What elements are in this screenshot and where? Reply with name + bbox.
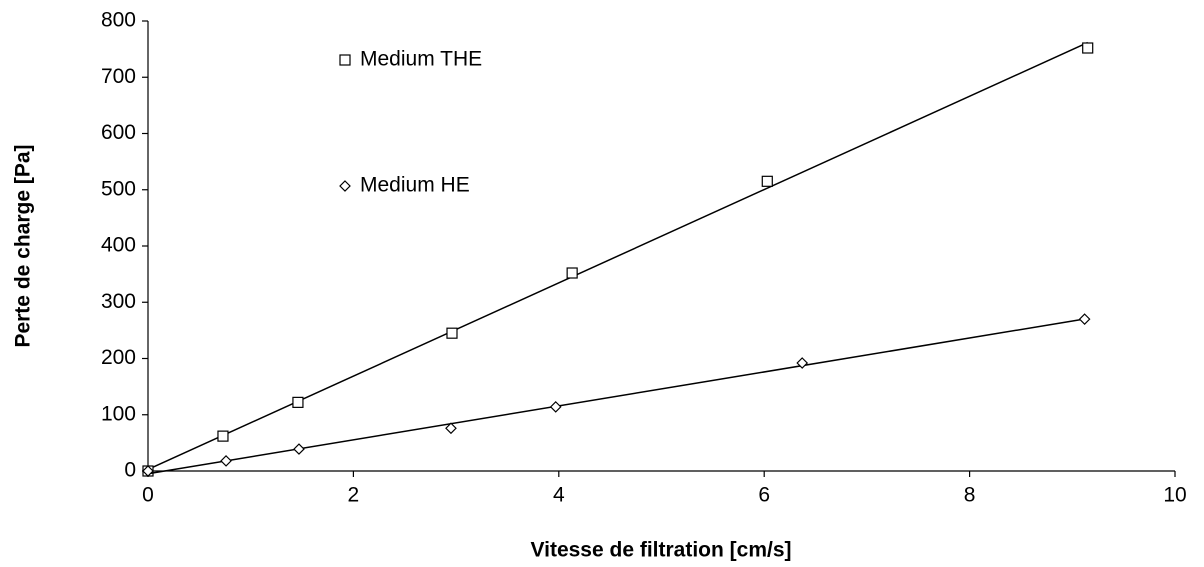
x-tick-label: 2 xyxy=(348,484,360,507)
point xyxy=(292,396,304,408)
point xyxy=(549,401,562,413)
x-axis-title: Vitesse de filtration [cm/s] xyxy=(530,539,791,562)
point xyxy=(1082,42,1094,54)
x-tick-label: 6 xyxy=(758,484,770,507)
y-tick-label: 600 xyxy=(101,121,136,144)
x-tick-label: 10 xyxy=(1163,484,1186,507)
y-axis-title: Perte de charge [Pa] xyxy=(12,144,35,347)
legend-label: Medium HE xyxy=(360,174,470,197)
legend-marker xyxy=(339,180,351,192)
point xyxy=(293,443,305,455)
y-tick-label: 100 xyxy=(101,402,136,425)
point xyxy=(446,327,458,339)
trend-line xyxy=(147,41,1089,471)
y-tick-label: 400 xyxy=(101,234,136,257)
y-tick-label: 300 xyxy=(101,290,136,313)
y-tick-label: 700 xyxy=(101,65,136,88)
point xyxy=(566,267,578,279)
legend-marker xyxy=(339,54,351,66)
y-tick-label: 500 xyxy=(101,177,136,200)
legend-label: Medium THE xyxy=(360,48,482,71)
trend-line xyxy=(147,318,1085,475)
point xyxy=(796,357,809,369)
point xyxy=(217,430,229,442)
x-tick-label: 4 xyxy=(553,484,565,507)
y-tick-label: 0 xyxy=(124,459,136,482)
point xyxy=(220,455,232,467)
point xyxy=(1078,313,1091,325)
x-tick-label: 0 xyxy=(142,484,154,507)
point xyxy=(761,175,773,187)
x-tick-label: 8 xyxy=(964,484,976,507)
y-tick-label: 800 xyxy=(101,9,136,32)
point xyxy=(445,422,457,435)
point xyxy=(142,465,154,477)
y-tick-label: 200 xyxy=(101,346,136,369)
